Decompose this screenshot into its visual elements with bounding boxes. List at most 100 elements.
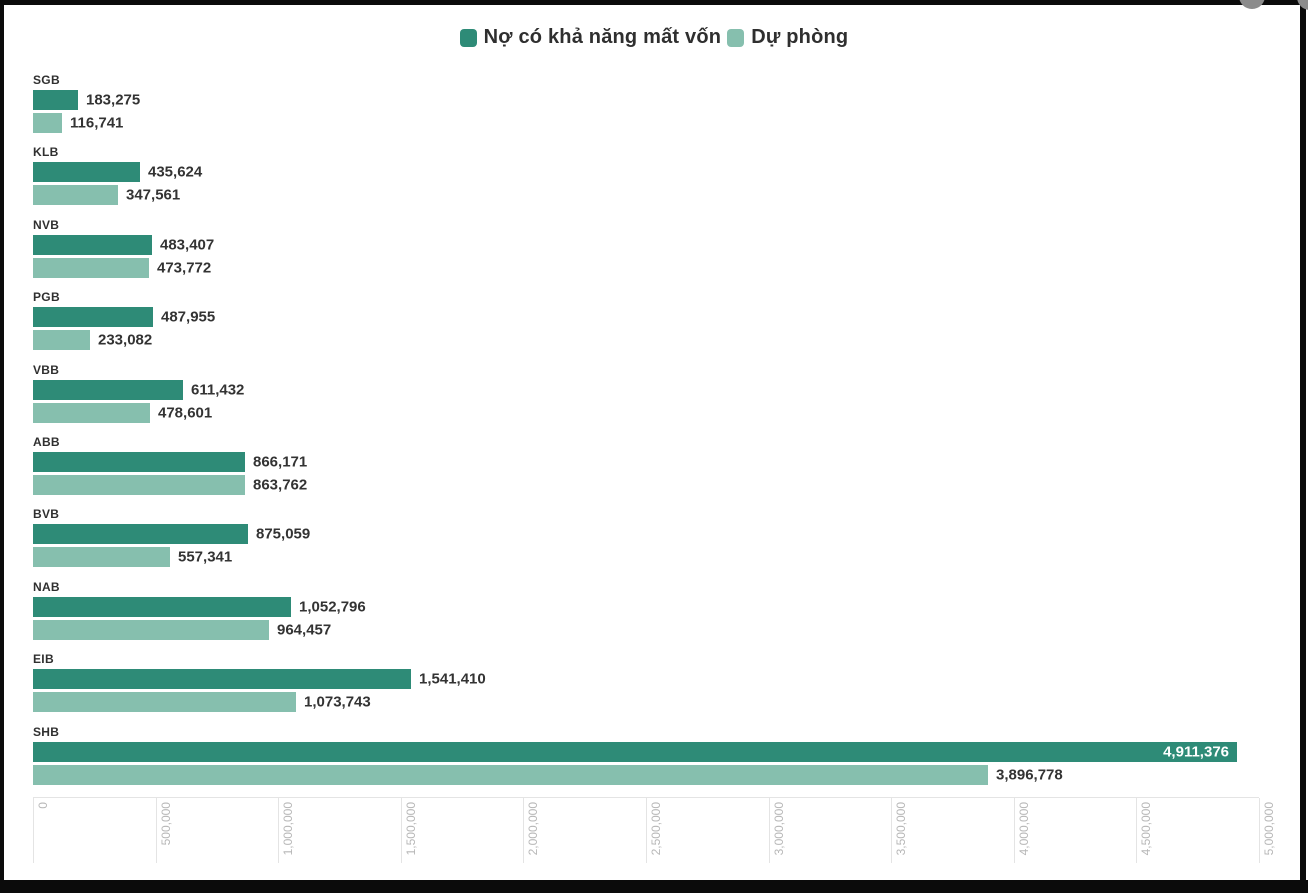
legend-item-series1[interactable]: Nợ có khả năng mất vốn <box>459 26 722 49</box>
gridline <box>1136 798 1137 863</box>
gridline <box>278 798 279 863</box>
x-tick-label: 0 <box>36 802 50 809</box>
value-label: 611,432 <box>191 381 245 399</box>
bar-row: 863,762 <box>33 475 1259 495</box>
x-tick-label: 3,500,000 <box>894 802 908 856</box>
x-tick-label: 2,000,000 <box>526 802 540 856</box>
bar-series1 <box>33 597 291 617</box>
bar-series2 <box>33 185 118 205</box>
value-label: 557,341 <box>178 548 233 566</box>
bar-row: 1,541,410 <box>33 669 1259 689</box>
x-tick-label: 500,000 <box>159 802 173 846</box>
plot-area: SGB 183,275 116,741 KLB 435,624 347,561 NVB 483… <box>33 73 1259 797</box>
gridline <box>646 798 647 863</box>
x-axis: 0 500,000 1,000,000 1,500,000 2,000,000 2,500… <box>33 797 1276 863</box>
bar-row: 557,341 <box>33 547 1259 567</box>
x-tick-label: 1,500,000 <box>404 802 418 856</box>
category-label: SGB <box>33 73 60 87</box>
bar-row: 4,911,376 <box>33 742 1259 762</box>
bar-row: 183,275 <box>33 90 1259 110</box>
bar-group-klb: KLB 435,624 347,561 <box>33 145 1259 207</box>
clipped-circle-button-left[interactable] <box>1239 0 1265 9</box>
bar-series1 <box>33 235 152 255</box>
x-tick-label: 4,500,000 <box>1139 802 1153 856</box>
bar-series1 <box>33 669 411 689</box>
bar-row: 483,407 <box>33 235 1259 255</box>
bar-row: 473,772 <box>33 258 1259 278</box>
bar-group-vbb: VBB 611,432 478,601 <box>33 363 1259 425</box>
legend-label-series1: Nợ có khả năng mất vốn <box>483 26 722 48</box>
bar-series2 <box>33 258 149 278</box>
gridline <box>769 798 770 863</box>
bar-series2 <box>33 113 62 133</box>
bottom-edge-strip <box>0 880 1308 893</box>
category-label: NAB <box>33 580 60 594</box>
bar-series1 <box>33 90 78 110</box>
bar-group-shb: SHB 4,911,376 3,896,778 <box>33 725 1259 787</box>
bar-row: 1,073,743 <box>33 692 1259 712</box>
value-label: 183,275 <box>86 91 141 109</box>
value-label: 116,741 <box>70 114 124 132</box>
value-label: 478,601 <box>158 404 213 422</box>
bar-series2 <box>33 692 296 712</box>
category-label: EIB <box>33 652 54 666</box>
bar-series1 <box>33 380 183 400</box>
bar-series2 <box>33 620 269 640</box>
bar-row: 233,082 <box>33 330 1259 350</box>
bar-group-eib: EIB 1,541,410 1,073,743 <box>33 652 1259 714</box>
bar-series2 <box>33 475 245 495</box>
bar-series1 <box>33 742 1237 762</box>
legend-swatch-series2-icon <box>727 28 745 47</box>
value-label: 435,624 <box>148 163 203 181</box>
value-label: 866,171 <box>253 453 308 471</box>
x-tick-label: 4,000,000 <box>1017 802 1031 856</box>
x-tick-label: 1,000,000 <box>281 802 295 856</box>
legend-swatch-series1-icon <box>459 28 477 47</box>
x-tick-label: 5,000,000 <box>1262 802 1276 856</box>
bar-row: 1,052,796 <box>33 597 1259 617</box>
bar-row: 866,171 <box>33 452 1259 472</box>
right-edge-strip <box>1300 0 1306 893</box>
value-label: 964,457 <box>277 621 332 639</box>
bar-row: 611,432 <box>33 380 1259 400</box>
left-edge-strip <box>0 0 4 893</box>
legend-label-series2: Dự phòng <box>751 26 849 48</box>
value-label: 4,911,376 <box>1163 743 1229 761</box>
value-label: 3,896,778 <box>996 766 1063 784</box>
value-label: 1,073,743 <box>304 693 371 711</box>
legend: Nợ có khả năng mất vốn Dự phòng <box>0 26 1308 49</box>
bar-group-bvb: BVB 875,059 557,341 <box>33 507 1259 569</box>
bar-series1 <box>33 307 153 327</box>
bar-group-nab: NAB 1,052,796 964,457 <box>33 580 1259 642</box>
value-label: 863,762 <box>253 476 308 494</box>
value-label: 473,772 <box>157 259 212 277</box>
bar-row: 964,457 <box>33 620 1259 640</box>
bar-series1 <box>33 452 245 472</box>
x-tick-label: 3,000,000 <box>772 802 786 856</box>
value-label: 233,082 <box>98 331 153 349</box>
bar-series1 <box>33 162 140 182</box>
gridline <box>891 798 892 863</box>
gridline <box>523 798 524 863</box>
value-label: 1,052,796 <box>299 598 366 616</box>
clipped-circle-button-right[interactable] <box>1297 0 1308 10</box>
legend-item-series2[interactable]: Dự phòng <box>727 26 848 49</box>
bar-row: 487,955 <box>33 307 1259 327</box>
bar-row: 875,059 <box>33 524 1259 544</box>
gridline <box>401 798 402 863</box>
category-label: SHB <box>33 725 60 739</box>
category-label: ABB <box>33 435 60 449</box>
bar-row: 347,561 <box>33 185 1259 205</box>
bar-row: 478,601 <box>33 403 1259 423</box>
bar-series2 <box>33 547 170 567</box>
gridline <box>33 798 34 863</box>
value-label: 483,407 <box>160 236 215 254</box>
top-edge-strip <box>0 0 1308 5</box>
bar-group-nvb: NVB 483,407 473,772 <box>33 218 1259 280</box>
value-label: 1,541,410 <box>419 670 486 688</box>
bar-group-sgb: SGB 183,275 116,741 <box>33 73 1259 135</box>
category-label: NVB <box>33 218 60 232</box>
value-label: 875,059 <box>256 525 311 543</box>
bar-series2 <box>33 403 150 423</box>
